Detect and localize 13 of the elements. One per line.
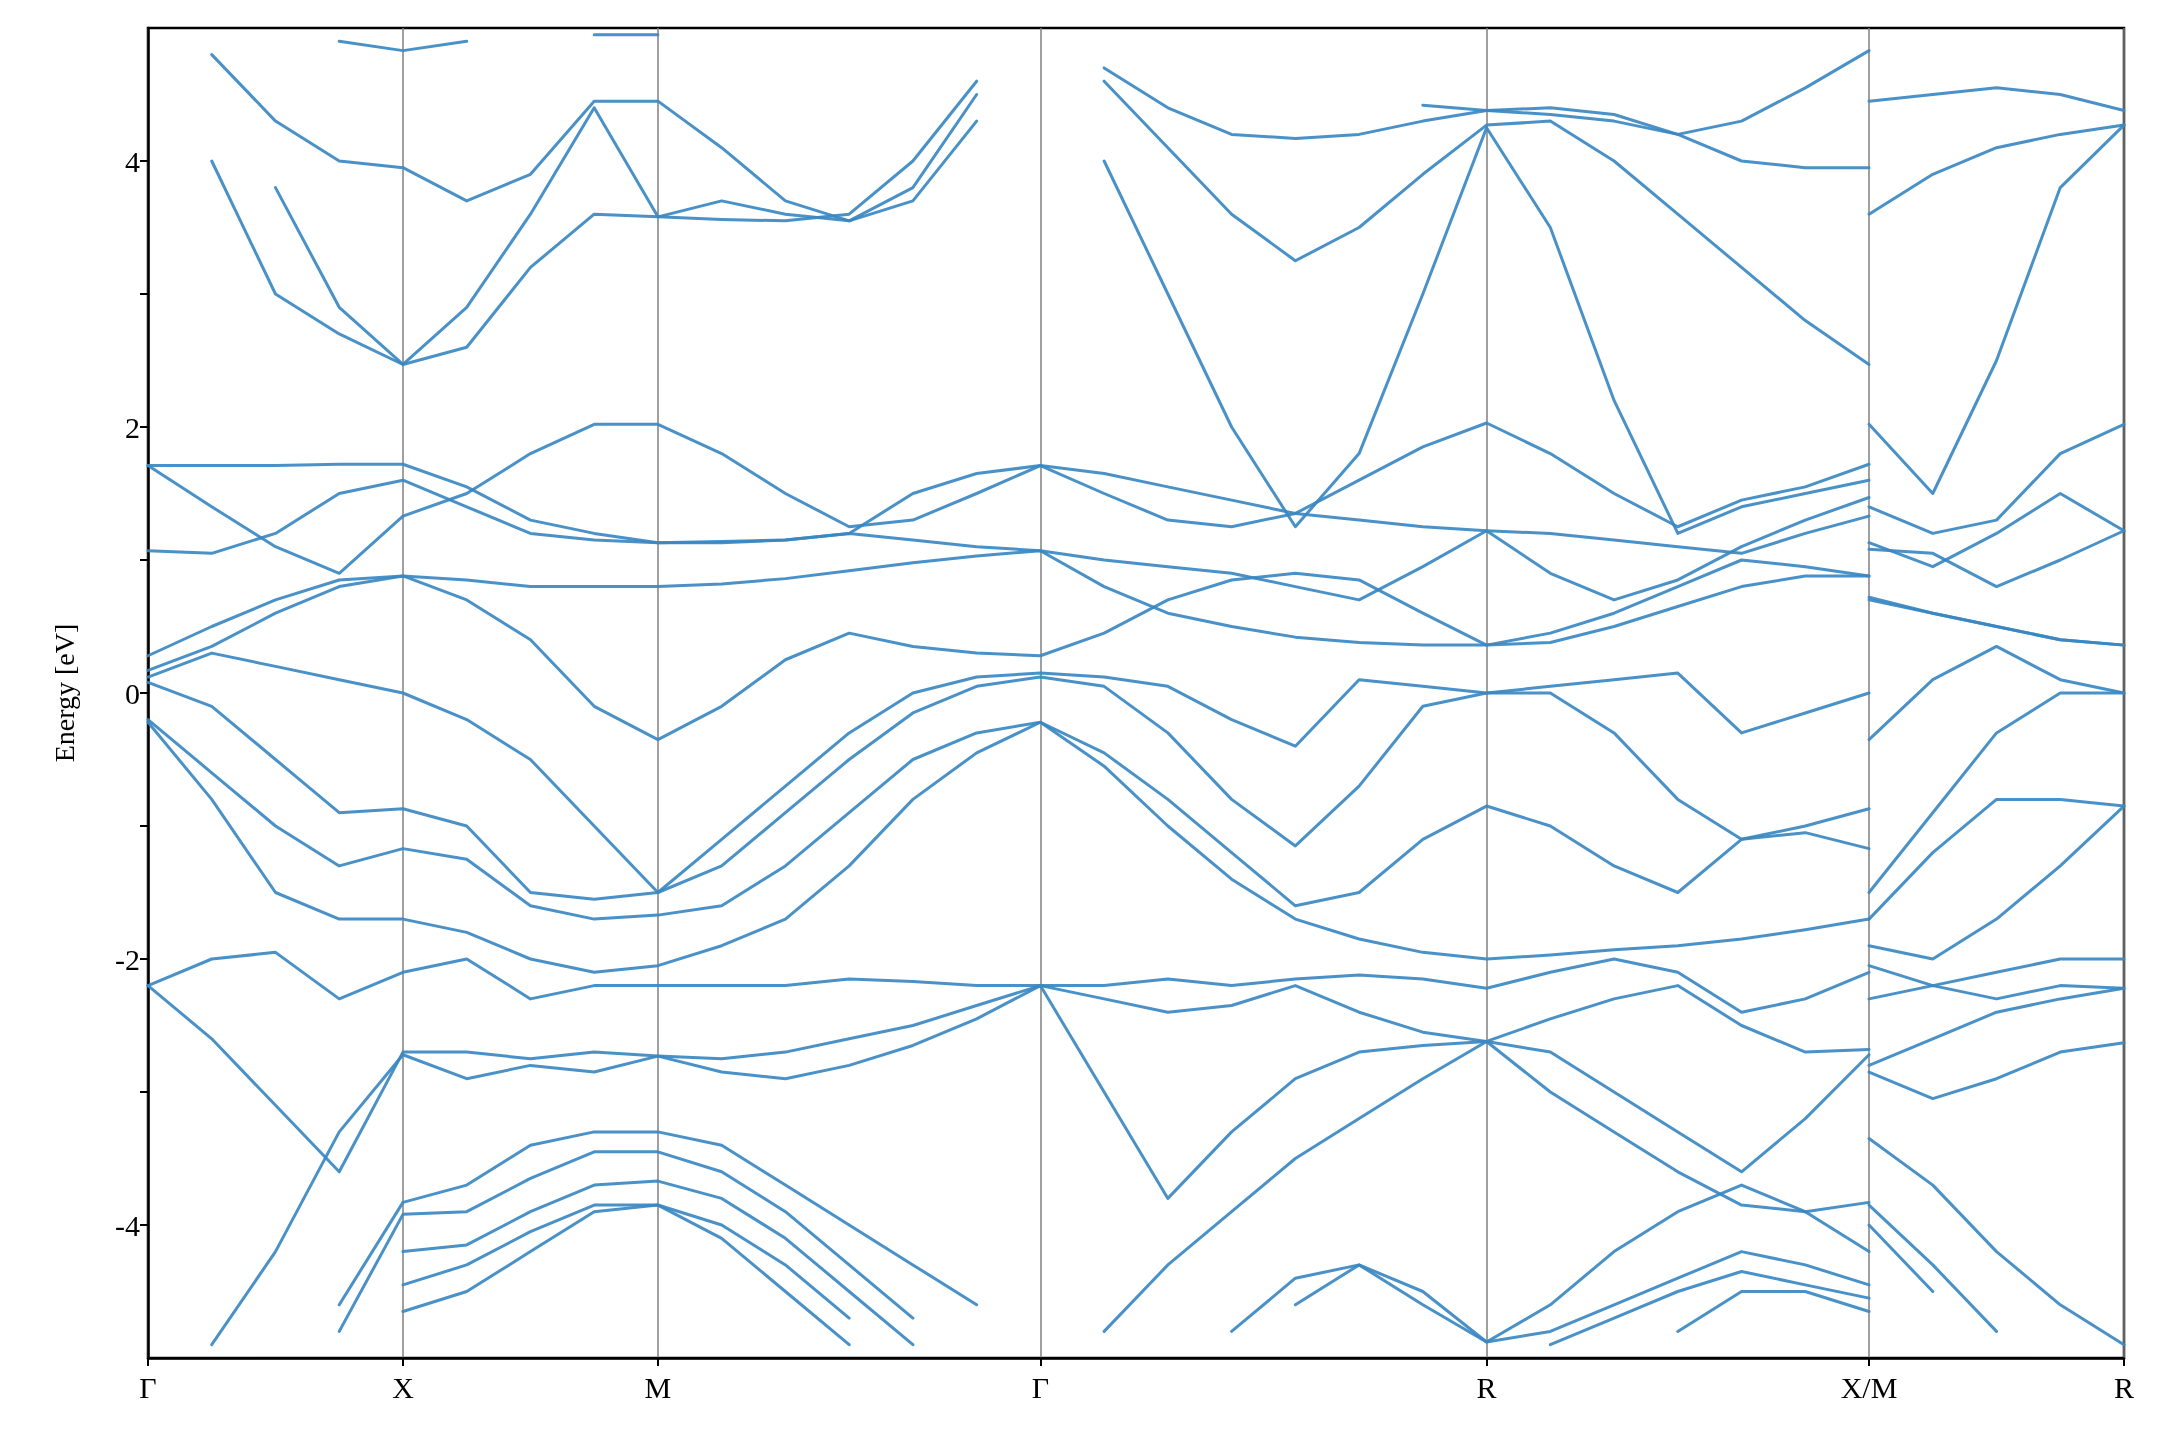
y-tick-label: 4 bbox=[125, 144, 140, 178]
x-tick-label: Γ bbox=[1031, 1370, 1050, 1404]
y-tick-label: -2 bbox=[115, 942, 140, 976]
x-tick-label: X/M bbox=[1840, 1370, 1898, 1404]
y-tick-label: 0 bbox=[125, 676, 140, 710]
x-tick-label: Γ bbox=[139, 1370, 157, 1404]
y-tick-label: -4 bbox=[115, 1208, 140, 1242]
x-tick-label: M bbox=[644, 1370, 672, 1404]
x-tick-label: X bbox=[392, 1370, 415, 1404]
x-tick-label: R bbox=[1476, 1370, 1497, 1404]
x-tick-label: R bbox=[2113, 1370, 2135, 1404]
y-tick-label: 2 bbox=[125, 410, 140, 444]
y-axis-title: Energy [eV] bbox=[48, 623, 80, 763]
